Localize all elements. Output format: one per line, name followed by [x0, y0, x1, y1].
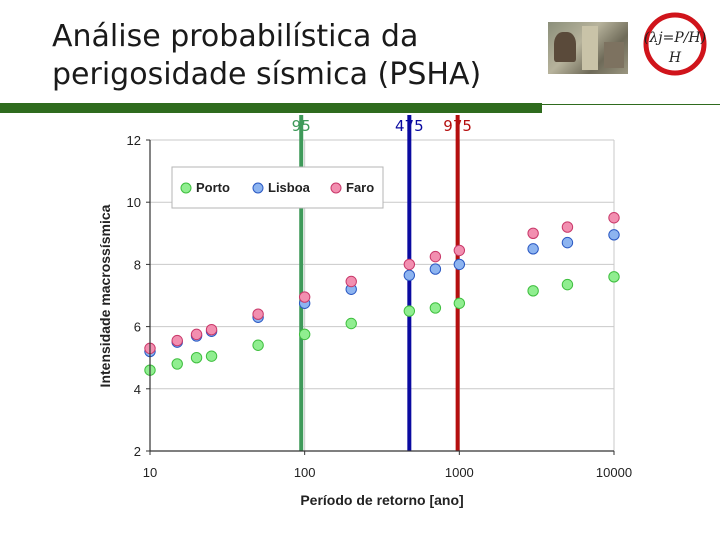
y-tick-label: 6 — [134, 320, 141, 335]
y-axis-label: Intensidade macrossísmica — [97, 204, 113, 387]
point-porto — [171, 358, 183, 370]
point-porto — [205, 350, 218, 362]
point-porto — [453, 297, 466, 309]
point-porto — [561, 278, 574, 291]
point-porto — [252, 339, 264, 351]
return-period-label: 975 — [443, 117, 472, 135]
point-porto — [345, 317, 357, 330]
point-lisboa — [561, 236, 574, 249]
y-tick-label: 2 — [134, 444, 141, 459]
legend-label: Porto — [196, 180, 230, 195]
legend-label: Lisboa — [268, 180, 311, 195]
point-faro — [205, 324, 218, 336]
slide-title: Análise probabilística da perigosidade s… — [52, 18, 481, 94]
x-tick-label: 100 — [294, 465, 316, 480]
building-photo — [548, 22, 628, 74]
x-tick-label: 10000 — [596, 465, 632, 480]
point-lisboa — [403, 269, 416, 281]
return-period-lines: 95 475 975 — [292, 115, 472, 451]
logo-text-top: (λj=P/H) — [644, 30, 706, 46]
point-faro — [608, 212, 620, 224]
legend-label: Faro — [346, 180, 374, 195]
title-underline-thin — [542, 104, 720, 105]
logo-text-bottom: H — [668, 50, 682, 66]
return-period-label: 95 — [292, 117, 311, 135]
y-tick-label: 4 — [134, 382, 141, 397]
legend-marker — [330, 182, 342, 194]
y-tick-label: 10 — [127, 195, 141, 210]
x-tick-label: 10 — [143, 465, 157, 480]
point-lisboa — [608, 229, 620, 241]
point-porto — [429, 302, 442, 314]
point-faro — [171, 334, 183, 347]
point-faro — [561, 221, 574, 233]
point-faro — [252, 308, 264, 320]
y-tick-label: 12 — [127, 133, 141, 148]
logo-icon: (λj=P/H) H — [643, 12, 707, 76]
point-faro — [453, 244, 466, 257]
point-lisboa — [453, 258, 466, 271]
axes: 2 4 6 8 10 12 10 100 1000 10000 — [127, 133, 633, 480]
data-points — [144, 212, 620, 376]
x-tick-label: 1000 — [445, 465, 474, 480]
x-axis-label: Período de retorno [ano] — [300, 492, 463, 508]
legend: Porto Lisboa Faro — [171, 166, 384, 209]
point-faro — [298, 291, 311, 303]
point-lisboa — [429, 263, 442, 275]
point-porto — [608, 271, 620, 283]
title-underline-bar — [0, 103, 542, 113]
point-porto — [298, 328, 311, 341]
return-period-label: 475 — [395, 117, 424, 135]
point-porto — [403, 305, 416, 317]
legend-marker — [180, 182, 192, 194]
point-porto — [190, 352, 203, 364]
point-faro — [403, 258, 416, 271]
point-faro — [527, 227, 539, 240]
point-faro — [429, 250, 442, 263]
slide-title-line1: Análise probabilística da — [52, 19, 419, 54]
slide-title-line2: perigosidade sísmica (PSHA) — [52, 57, 482, 92]
legend-marker — [252, 182, 264, 194]
point-porto — [527, 285, 539, 297]
point-faro — [190, 328, 203, 341]
legend-box — [171, 166, 384, 209]
point-lisboa — [527, 243, 539, 255]
point-faro — [345, 275, 357, 288]
y-tick-label: 8 — [134, 257, 141, 272]
